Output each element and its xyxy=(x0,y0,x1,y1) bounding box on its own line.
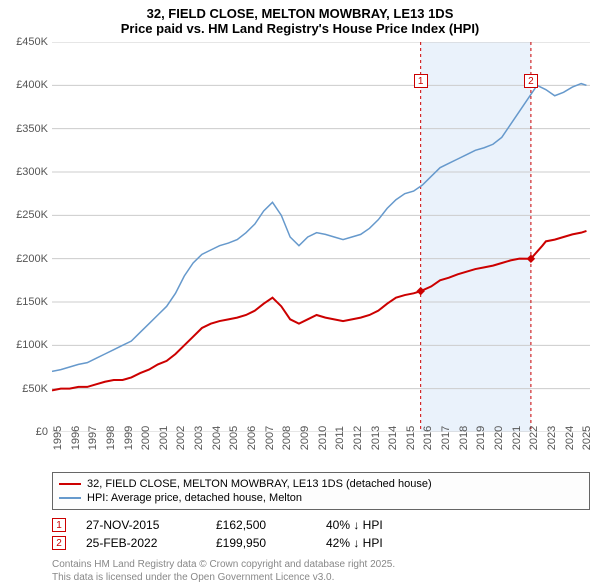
x-tick-label: 2013 xyxy=(370,426,382,450)
x-tick-label: 2006 xyxy=(246,426,258,450)
x-tick-label: 2010 xyxy=(317,426,329,450)
y-tick-label: £100K xyxy=(16,339,48,351)
x-tick-label: 1997 xyxy=(87,426,99,450)
y-tick-label: £250K xyxy=(16,209,48,221)
x-tick-label: 1996 xyxy=(70,426,82,450)
x-tick-label: 2005 xyxy=(228,426,240,450)
sale-delta: 40% ↓ HPI xyxy=(326,518,383,532)
y-tick-label: £350K xyxy=(16,123,48,135)
x-tick-label: 2018 xyxy=(458,426,470,450)
x-tick-label: 2009 xyxy=(299,426,311,450)
x-tick-label: 1995 xyxy=(52,426,64,450)
y-tick-label: £50K xyxy=(22,383,48,395)
x-tick-label: 2014 xyxy=(387,426,399,450)
sale-delta: 42% ↓ HPI xyxy=(326,536,383,550)
chart-title: 32, FIELD CLOSE, MELTON MOWBRAY, LE13 1D… xyxy=(0,0,600,21)
x-tick-label: 2020 xyxy=(493,426,505,450)
y-tick-label: £300K xyxy=(16,166,48,178)
sale-price: £162,500 xyxy=(216,518,306,532)
x-tick-label: 1998 xyxy=(105,426,117,450)
sale-marker-icon: 1 xyxy=(52,518,66,532)
chart-plot-area: 12 xyxy=(52,42,590,432)
x-tick-label: 2000 xyxy=(140,426,152,450)
sale-record-row: 2 25-FEB-2022 £199,950 42% ↓ HPI xyxy=(52,534,590,552)
x-tick-label: 2019 xyxy=(475,426,487,450)
x-tick-label: 2016 xyxy=(422,426,434,450)
legend-label: HPI: Average price, detached house, Melt… xyxy=(87,492,302,504)
legend-item-price-paid: 32, FIELD CLOSE, MELTON MOWBRAY, LE13 1D… xyxy=(59,477,583,491)
sale-date: 25-FEB-2022 xyxy=(86,536,196,550)
sale-record-row: 1 27-NOV-2015 £162,500 40% ↓ HPI xyxy=(52,516,590,534)
x-tick-label: 2001 xyxy=(158,426,170,450)
x-tick-label: 2017 xyxy=(440,426,452,450)
x-tick-label: 2025 xyxy=(581,426,593,450)
y-tick-label: £200K xyxy=(16,253,48,265)
y-tick-label: £150K xyxy=(16,296,48,308)
y-tick-label: £0 xyxy=(36,426,48,438)
sale-date: 27-NOV-2015 xyxy=(86,518,196,532)
sale-records: 1 27-NOV-2015 £162,500 40% ↓ HPI2 25-FEB… xyxy=(52,516,590,552)
attribution-text: Contains HM Land Registry data © Crown c… xyxy=(52,558,590,584)
legend-label: 32, FIELD CLOSE, MELTON MOWBRAY, LE13 1D… xyxy=(87,478,432,490)
x-tick-label: 2023 xyxy=(546,426,558,450)
x-tick-label: 2008 xyxy=(281,426,293,450)
sale-marker-icon: 2 xyxy=(52,536,66,550)
x-tick-label: 2024 xyxy=(564,426,576,450)
x-tick-label: 2002 xyxy=(175,426,187,450)
y-tick-label: £400K xyxy=(16,79,48,91)
x-tick-label: 1999 xyxy=(123,426,135,450)
x-tick-label: 2011 xyxy=(334,426,346,450)
x-tick-label: 2003 xyxy=(193,426,205,450)
x-axis: 1995199619971998199920002001200220032004… xyxy=(52,432,590,472)
y-tick-label: £450K xyxy=(16,36,48,48)
x-tick-label: 2015 xyxy=(405,426,417,450)
legend-and-footer: 32, FIELD CLOSE, MELTON MOWBRAY, LE13 1D… xyxy=(52,472,590,584)
x-tick-label: 2021 xyxy=(511,426,523,450)
sale-price: £199,950 xyxy=(216,536,306,550)
x-tick-label: 2012 xyxy=(352,426,364,450)
legend-item-hpi: HPI: Average price, detached house, Melt… xyxy=(59,491,583,505)
legend: 32, FIELD CLOSE, MELTON MOWBRAY, LE13 1D… xyxy=(52,472,590,510)
y-axis: £0£50K£100K£150K£200K£250K£300K£350K£400… xyxy=(0,42,52,432)
x-tick-label: 2007 xyxy=(264,426,276,450)
x-tick-label: 2004 xyxy=(211,426,223,450)
x-tick-label: 2022 xyxy=(528,426,540,450)
chart-subtitle: Price paid vs. HM Land Registry's House … xyxy=(0,21,600,40)
